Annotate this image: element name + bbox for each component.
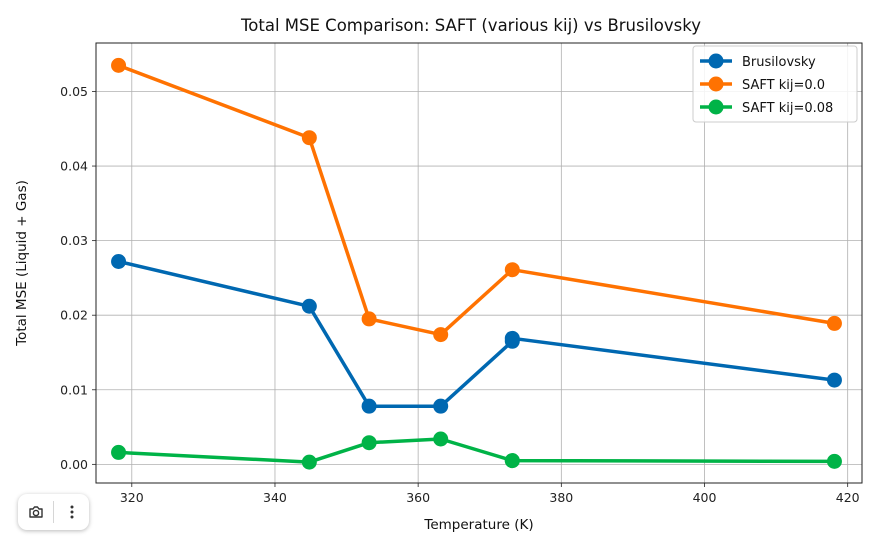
plot-area bbox=[111, 57, 842, 470]
plot-frame bbox=[95, 42, 863, 484]
x-tick-label: 380 bbox=[549, 490, 573, 505]
y-tick-label: 0.02 bbox=[60, 308, 88, 323]
data-point bbox=[504, 262, 520, 278]
data-point bbox=[301, 298, 317, 314]
camera-icon[interactable] bbox=[18, 494, 53, 530]
legend-label: SAFT kij=0.0 bbox=[742, 78, 825, 93]
data-point bbox=[111, 444, 127, 460]
data-point bbox=[826, 372, 842, 388]
data-point bbox=[826, 453, 842, 469]
data-point bbox=[504, 330, 520, 346]
y-axis-label: Total MSE (Liquid + Gas) bbox=[14, 180, 30, 347]
legend-label: SAFT kij=0.08 bbox=[742, 101, 833, 116]
data-point bbox=[361, 398, 377, 414]
series-line bbox=[118, 437, 835, 464]
data-point bbox=[301, 130, 317, 146]
x-tick-label: 320 bbox=[120, 490, 144, 505]
y-tick-label: 0.05 bbox=[60, 84, 88, 99]
figure-toolbar bbox=[18, 494, 89, 530]
data-point bbox=[433, 327, 449, 343]
legend-marker bbox=[708, 76, 724, 92]
x-axis-label: Temperature (K) bbox=[423, 517, 533, 533]
legend-box bbox=[692, 45, 858, 123]
chart-title: Total MSE Comparison: SAFT (various kij)… bbox=[240, 16, 701, 35]
legend-marker bbox=[708, 53, 724, 69]
legend: Brusilovsky SAFT kij=0.0 SAFT kij=0.08 bbox=[692, 45, 858, 123]
x-axis: 320 340 360 380 400 420 bbox=[120, 483, 860, 505]
data-point bbox=[301, 454, 317, 470]
legend-label: Brusilovsky bbox=[742, 55, 816, 70]
legend-marker bbox=[708, 99, 724, 115]
series-line bbox=[117, 63, 835, 337]
toolbar-divider bbox=[53, 501, 54, 523]
x-tick-label: 420 bbox=[836, 490, 860, 505]
data-point bbox=[504, 453, 520, 469]
x-tick-label: 340 bbox=[263, 490, 287, 505]
data-point bbox=[361, 435, 377, 451]
more-vertical-icon[interactable] bbox=[54, 494, 89, 530]
data-point bbox=[433, 431, 449, 447]
x-tick-label: 360 bbox=[406, 490, 430, 505]
y-tick-label: 0.03 bbox=[60, 233, 88, 248]
data-point bbox=[111, 57, 127, 73]
x-tick-label: 400 bbox=[693, 490, 717, 505]
y-tick-label: 0.04 bbox=[60, 159, 88, 174]
data-point bbox=[433, 398, 449, 414]
data-point bbox=[111, 254, 127, 270]
y-tick-label: 0.00 bbox=[60, 457, 88, 472]
data-point bbox=[361, 311, 377, 327]
y-axis: 0.00 0.01 0.02 0.03 0.04 0.05 bbox=[60, 84, 96, 472]
data-point bbox=[826, 315, 842, 331]
y-tick-label: 0.01 bbox=[60, 382, 88, 397]
series-line bbox=[118, 259, 835, 408]
